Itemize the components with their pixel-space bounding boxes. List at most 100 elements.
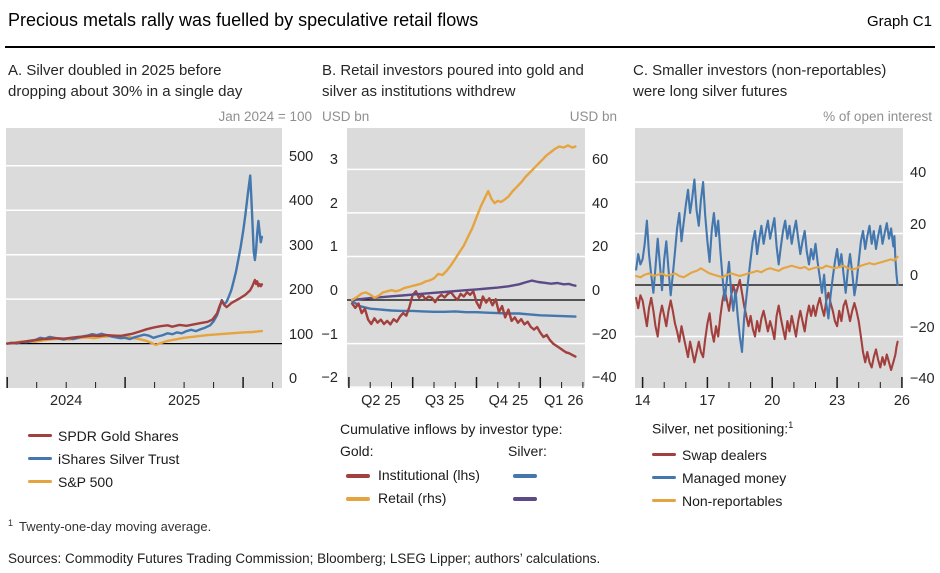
panel-c-legend: Silver, net positioning:1 Swap dealers Ma…: [652, 420, 793, 512]
y-tick-label: −2: [321, 370, 338, 387]
red-line-swatch: [28, 433, 52, 438]
panel-a-chart: [6, 128, 282, 388]
series-line-red: [6, 278, 264, 345]
y-tick-label: 0: [329, 283, 338, 300]
x-tick-label: 23: [829, 393, 846, 409]
legend-item: Swap dealers: [652, 443, 793, 466]
legend-heading: Cumulative inflows by investor type:: [340, 421, 563, 437]
panel-a-title: A. Silver doubled in 2025 before droppin…: [8, 62, 243, 100]
panel-a-unit-label: Jan 2024 = 100: [218, 109, 312, 124]
x-tick-label: 26: [893, 393, 910, 409]
panel-b-plot: [347, 128, 585, 393]
legend-label: SPDR Gold Shares: [58, 427, 179, 444]
blue-line-swatch: [652, 475, 676, 480]
y-tick-label: 40: [592, 195, 609, 212]
sources-line: Sources: Commodity Futures Trading Commi…: [8, 551, 601, 566]
panel-c-title: C. Smaller investors (non-reportables) w…: [633, 62, 887, 100]
x-tick-label: 2025: [167, 393, 201, 409]
x-tick-label: Q2 25: [361, 393, 401, 409]
blue-line-swatch: [513, 474, 537, 478]
legend-item: Retail (rhs): [340, 488, 563, 511]
footnote-marker: 1: [788, 420, 794, 430]
y-tick-label: 0: [289, 371, 298, 387]
red-line-swatch: [346, 474, 370, 478]
x-tick-label: 2024: [50, 393, 83, 409]
y-tick-label: 1: [329, 239, 338, 256]
legend-item: Institutional (lhs): [340, 465, 563, 488]
legend-heading: Silver, net positioning:1: [652, 420, 793, 443]
x-tick-label: Q3 25: [424, 393, 465, 409]
y-tick-label: −40: [910, 371, 935, 387]
x-tick-label: Q1 26: [543, 393, 584, 409]
legend-label: Non-reportables: [682, 492, 783, 509]
panel-a-plot: [6, 128, 282, 393]
orange-line-swatch: [652, 498, 676, 503]
series-line-purple: [350, 279, 577, 302]
series-line-blue: [350, 299, 577, 318]
graph-title: Precious metals rally was fuelled by spe…: [8, 10, 479, 30]
legend-col-gold: Gold:: [340, 443, 374, 459]
legend-item: S&P 500: [28, 470, 179, 493]
purple-line-swatch: [513, 497, 537, 501]
x-tick-label: 20: [764, 393, 781, 409]
legend-columns: Gold: Silver:: [340, 443, 563, 465]
y-tick-label: 300: [289, 237, 314, 254]
panel-b-chart: [347, 128, 585, 388]
footnote-text: Twenty-one-day moving average.: [19, 519, 212, 535]
blue-line-swatch: [28, 456, 52, 461]
x-tick-label: Q4 25: [488, 393, 529, 409]
plot-background: [347, 128, 585, 388]
series-line-red: [350, 290, 577, 358]
x-tick-label: 14: [634, 393, 651, 409]
y-tick-label: 0: [592, 283, 601, 300]
panel-c-unit-label: % of open interest: [823, 109, 932, 124]
panel-b-unit-label-right: USD bn: [569, 109, 617, 124]
panel-a-legend: SPDR Gold Shares iShares Silver Trust S&P …: [28, 424, 179, 493]
legend-item: Managed money: [652, 466, 793, 489]
orange-line-swatch: [28, 479, 52, 484]
orange-line-swatch: [346, 497, 370, 501]
graph-number: Graph C1: [866, 13, 932, 30]
series-line-orange: [635, 255, 899, 279]
legend-item: iShares Silver Trust: [28, 447, 179, 470]
y-tick-label: −20: [910, 319, 935, 336]
legend-label: Institutional (lhs): [378, 467, 480, 483]
legend-label: iShares Silver Trust: [58, 450, 180, 467]
y-tick-label: 40: [910, 165, 927, 182]
legend-label: Managed money: [682, 469, 787, 486]
y-tick-label: 100: [289, 326, 314, 343]
y-tick-label: −1: [321, 326, 338, 343]
y-tick-label: −20: [592, 326, 617, 343]
footnote-marker: 1: [8, 518, 14, 528]
panel-c-chart: [635, 128, 903, 388]
title-rule: [5, 46, 935, 48]
panel-b-title: B. Retail investors poured into gold and…: [322, 62, 584, 100]
plot-background: [6, 128, 282, 388]
legend-label: Swap dealers: [682, 446, 767, 463]
y-tick-label: 500: [289, 148, 314, 165]
y-tick-label: 2: [329, 195, 338, 212]
legend-col-silver: Silver:: [508, 443, 547, 459]
panel-b-unit-label-left: USD bn: [322, 109, 370, 124]
legend-item: Non-reportables: [652, 489, 793, 512]
series-line-blue: [635, 178, 899, 354]
legend-heading-text: Silver, net positioning:: [652, 420, 789, 437]
panel-c-plot: [635, 128, 903, 393]
legend-label: S&P 500: [58, 473, 114, 490]
series-line-orange: [350, 144, 577, 302]
y-tick-label: 60: [592, 152, 609, 169]
y-tick-label: 200: [289, 282, 314, 299]
y-tick-label: 3: [329, 152, 338, 169]
y-tick-label: 20: [910, 216, 927, 233]
x-tick-label: 17: [699, 393, 716, 409]
red-line-swatch: [652, 452, 676, 457]
legend-label: Retail (rhs): [378, 490, 447, 506]
legend-item: SPDR Gold Shares: [28, 424, 179, 447]
panel-b-legend: Cumulative inflows by investor type: Gol…: [340, 421, 563, 511]
y-tick-label: 20: [592, 239, 609, 256]
footnote: 1 Twenty-one-day moving average.: [8, 518, 211, 534]
y-tick-label: −40: [592, 370, 617, 387]
y-tick-label: 0: [910, 268, 919, 285]
y-tick-label: 400: [289, 193, 314, 210]
